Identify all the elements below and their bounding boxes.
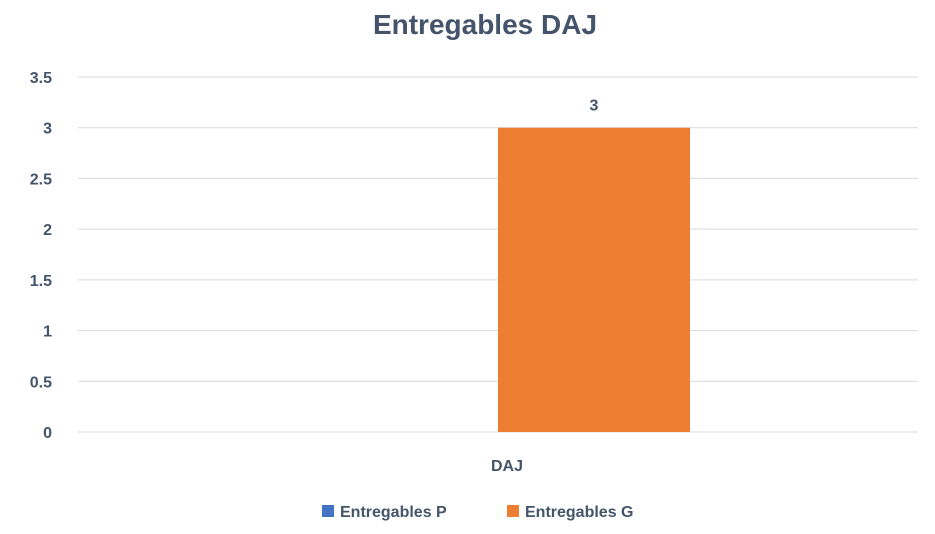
legend-label: Entregables G: [525, 504, 633, 521]
y-tick-label: 3.5: [30, 70, 52, 87]
chart-title: Entregables DAJ: [373, 9, 597, 40]
legend-swatch: [322, 505, 334, 517]
y-tick-label: 2.5: [30, 171, 52, 188]
y-tick-label: 3: [43, 121, 52, 138]
data-label: 3: [590, 98, 599, 115]
y-axis-ticks: 0 0.5 1 1.5 2 2.5 3 3.5: [30, 70, 52, 442]
y-tick-label: 1: [43, 324, 52, 341]
bar-entregables-g: [498, 127, 690, 432]
x-axis-ticks: DAJ: [491, 458, 523, 475]
legend-label: Entregables P: [340, 504, 447, 521]
data-labels: 3: [590, 98, 599, 115]
y-tick-label: 0: [43, 425, 52, 442]
x-tick-label: DAJ: [491, 458, 523, 475]
bars: [498, 127, 690, 432]
y-tick-label: 0.5: [30, 374, 52, 391]
y-tick-label: 2: [43, 222, 52, 239]
legend-swatch: [507, 505, 519, 517]
legend: Entregables P Entregables G: [322, 504, 633, 521]
y-tick-label: 1.5: [30, 273, 52, 290]
